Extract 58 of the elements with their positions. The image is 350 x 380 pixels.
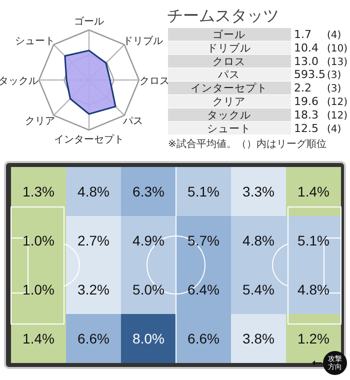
data-label: 1.4% bbox=[298, 184, 330, 200]
data-label: 1.2% bbox=[298, 330, 330, 346]
category-label: シュート bbox=[207, 122, 251, 135]
data-label: 4.9% bbox=[132, 232, 164, 248]
data-label: 1.7 bbox=[294, 28, 312, 41]
data-label: 6.4% bbox=[188, 282, 220, 298]
data-label: 5.1% bbox=[298, 232, 330, 248]
data-label: (12) bbox=[327, 110, 348, 122]
data-label: (3) bbox=[327, 70, 342, 82]
data-label: 5.0% bbox=[132, 282, 164, 298]
data-label: 6.6% bbox=[78, 330, 110, 346]
category-label: パス bbox=[217, 69, 240, 82]
spoke-label: ドリブル bbox=[122, 35, 163, 48]
category-label: インターセプト bbox=[190, 82, 268, 95]
data-label: (13) bbox=[327, 56, 348, 68]
data-label: 2.2 bbox=[294, 82, 312, 95]
data-label: 3.8% bbox=[242, 330, 274, 346]
spoke-label: パス bbox=[122, 116, 143, 127]
category-label: タックル bbox=[207, 109, 251, 122]
category-label: ゴール bbox=[212, 29, 246, 41]
category-label: クロス bbox=[212, 56, 246, 68]
data-label: 3.3% bbox=[242, 184, 274, 200]
spoke-label: クロス bbox=[140, 76, 170, 87]
data-label: 6.3% bbox=[132, 184, 164, 200]
spoke-label: タックル bbox=[0, 76, 38, 87]
data-label: 12.5 bbox=[294, 122, 318, 135]
data-label: (12) bbox=[327, 97, 348, 108]
data-label: 593.5 bbox=[294, 68, 326, 82]
data-label: (10) bbox=[327, 43, 348, 54]
data-label: 2.7% bbox=[78, 232, 110, 248]
text: ※試合平均値。（）内はリーグ順位 bbox=[168, 138, 326, 150]
data-label: 3.2% bbox=[78, 282, 110, 298]
spoke-label: クリア bbox=[25, 116, 56, 127]
data-label: 1.4% bbox=[22, 330, 54, 346]
data-label: (4) bbox=[327, 30, 342, 41]
category-label: クリア bbox=[212, 96, 246, 108]
data-label: (3) bbox=[327, 84, 342, 95]
data-label: 19.6 bbox=[294, 95, 318, 108]
data-label: 8.0% bbox=[132, 330, 164, 346]
data-label: 1.0% bbox=[22, 282, 54, 298]
data-label: (4) bbox=[327, 124, 342, 135]
data-label: 18.3 bbox=[294, 108, 318, 122]
data-label: 4.8% bbox=[298, 282, 330, 298]
data-label: 4.8% bbox=[242, 232, 274, 248]
data-label: 10.4 bbox=[294, 41, 318, 54]
spoke-label: ゴール bbox=[74, 16, 104, 28]
data-label: 4.8% bbox=[78, 184, 110, 200]
data-label: 1.3% bbox=[22, 184, 54, 200]
spoke-label: シュート bbox=[15, 36, 56, 48]
data-label: 5.7% bbox=[188, 232, 220, 248]
data-label: 5.4% bbox=[242, 282, 274, 298]
spoke-label: インターセプト bbox=[54, 134, 124, 146]
data-label: 5.1% bbox=[188, 184, 220, 200]
category-label: ドリブル bbox=[207, 41, 251, 54]
data-label: 6.6% bbox=[188, 330, 220, 346]
data-label: 13.0 bbox=[294, 54, 318, 68]
text: チームスタッツ bbox=[167, 6, 279, 25]
data-label: 1.0% bbox=[22, 232, 54, 248]
